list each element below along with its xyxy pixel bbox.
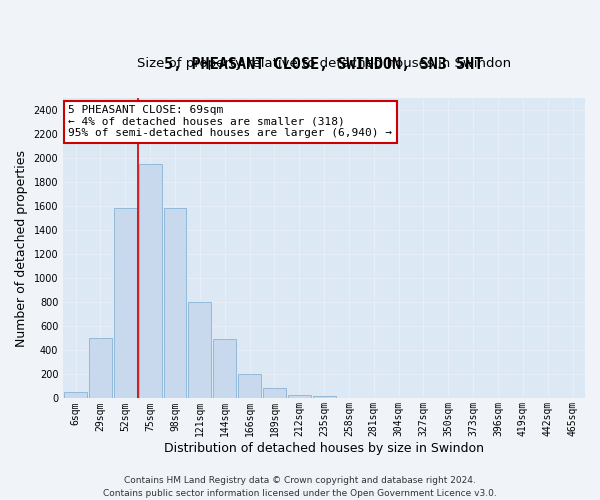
Bar: [288, 395, 311, 398]
Text: 5, PHEASANT CLOSE, SWINDON, SN3 5HT: 5, PHEASANT CLOSE, SWINDON, SN3 5HT: [164, 57, 484, 72]
X-axis label: Distribution of detached houses by size in Swindon: Distribution of detached houses by size …: [164, 442, 484, 455]
Bar: [263, 388, 286, 398]
Bar: [313, 396, 335, 398]
Bar: [188, 302, 211, 398]
Bar: [213, 340, 236, 398]
Bar: [139, 164, 161, 398]
Text: 5 PHEASANT CLOSE: 69sqm
← 4% of detached houses are smaller (318)
95% of semi-de: 5 PHEASANT CLOSE: 69sqm ← 4% of detached…: [68, 105, 392, 138]
Bar: [238, 374, 261, 398]
Bar: [114, 208, 137, 398]
Bar: [64, 392, 87, 398]
Bar: [164, 208, 187, 398]
Title: Size of property relative to detached houses in Swindon: Size of property relative to detached ho…: [137, 57, 511, 70]
Bar: [89, 338, 112, 398]
Y-axis label: Number of detached properties: Number of detached properties: [15, 150, 28, 346]
Text: Contains HM Land Registry data © Crown copyright and database right 2024.
Contai: Contains HM Land Registry data © Crown c…: [103, 476, 497, 498]
